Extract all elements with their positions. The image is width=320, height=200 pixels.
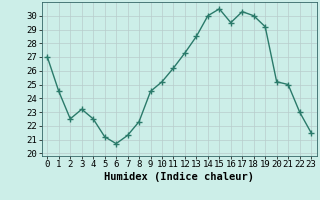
X-axis label: Humidex (Indice chaleur): Humidex (Indice chaleur)	[104, 172, 254, 182]
